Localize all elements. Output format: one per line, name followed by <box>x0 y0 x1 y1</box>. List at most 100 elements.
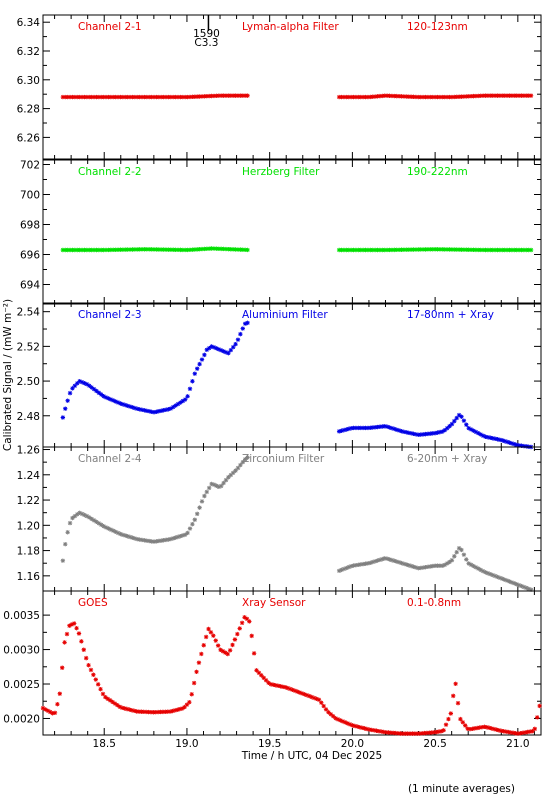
panel-1-data-point <box>339 94 344 100</box>
panel-1-data-point <box>175 94 181 100</box>
panel-5-data-point <box>292 688 298 693</box>
panel-5-data-point <box>196 660 202 665</box>
panel-3-data-point <box>452 418 457 424</box>
panel-4-data-point <box>139 537 145 543</box>
panel-1-data-point <box>118 94 123 100</box>
panel-5-data-point <box>71 621 77 626</box>
panel-5-ytick-label: 0.0020 <box>3 713 40 725</box>
panel-4-data-point <box>135 536 140 542</box>
panel-2-band: 190-222nm <box>407 166 468 178</box>
panel-3-data-point <box>65 398 70 403</box>
panel-2-data-point <box>468 247 474 252</box>
panel-1-data-point <box>456 94 462 99</box>
panel-1-ytick-label: 6.34 <box>17 17 41 29</box>
panel-1-data-point <box>404 94 409 99</box>
panel-2-data-point <box>218 246 224 252</box>
panel-3-data-point <box>214 346 219 351</box>
panel-3-data-point <box>387 425 392 430</box>
panel-2-data-point <box>516 247 522 253</box>
yaxis-title: Calibrated Signal / (mW m⁻²) <box>2 299 14 451</box>
panel-1-data-point <box>416 94 421 100</box>
panel-2-data-point <box>159 247 164 252</box>
panel-3-data-point <box>245 320 250 326</box>
panel-1-data-point <box>233 93 238 98</box>
panel-3-data-point <box>89 385 94 390</box>
panel-4-data-point <box>65 530 70 535</box>
panel-1-ytick-label: 6.32 <box>17 46 40 58</box>
panel-2-data-point <box>147 247 152 252</box>
panel-5-data-point <box>347 722 353 727</box>
panel-5-data-point <box>405 731 410 736</box>
panel-2-data-point <box>435 247 440 252</box>
panel-1-data-point <box>449 94 455 100</box>
panel-5-data-point <box>407 731 413 736</box>
panel-4-data-point <box>245 455 250 460</box>
panel-1-data-point <box>142 94 147 100</box>
panel-5-data-point <box>470 726 475 731</box>
panel-2-data-point <box>240 247 245 252</box>
panel-5-data-point <box>458 716 463 722</box>
panel-2-data-point <box>456 247 462 252</box>
panel-1-data-point <box>192 94 197 99</box>
panel-2-data-point <box>185 247 190 253</box>
panel-1-data-point <box>473 93 479 99</box>
panel-1-data-point <box>377 93 383 99</box>
panel-3-data-point <box>490 436 495 441</box>
panel-5-data-point <box>302 692 307 697</box>
panel-4-data-point <box>199 499 205 504</box>
xtick-label: 18.5 <box>93 738 116 750</box>
panel-1-data-point <box>411 94 416 100</box>
panel-4-data-point <box>142 538 147 543</box>
panel-4-data-point <box>137 537 142 542</box>
panel-2-data-point <box>380 247 385 253</box>
panel-5-data-point <box>489 726 494 731</box>
panel-5-data-point <box>256 670 262 676</box>
panel-2-data-point <box>163 247 169 252</box>
panel-3-data-point <box>60 415 66 420</box>
panel-2-data-point <box>346 247 351 253</box>
panel-4-data-point <box>411 564 416 569</box>
panel-4-data-point <box>197 505 202 510</box>
panel-4-data-point <box>418 565 423 571</box>
panel-5-data-point <box>215 643 221 648</box>
panel-3-data-point <box>242 321 248 326</box>
panel-4-data-point <box>130 535 135 540</box>
panel-3-data-point <box>161 408 166 413</box>
panel-4-data-point <box>406 563 411 568</box>
panel-2-ytick-label: 698 <box>20 220 40 232</box>
panel-4-data-point <box>118 531 123 537</box>
panel-1-data-point <box>199 94 205 99</box>
panel-3-data-point <box>509 441 515 446</box>
panel-1-data-point <box>163 94 169 100</box>
panel-4-data-point <box>161 538 166 543</box>
panel-5-data-point <box>203 634 209 640</box>
panel-5-data-point <box>115 702 120 708</box>
panel-1-data-point <box>111 94 116 100</box>
panel-1-data-point <box>63 94 68 100</box>
panel-2-data-point <box>137 247 142 252</box>
panel-2-data-point <box>96 247 102 253</box>
panel-4-data-point <box>365 561 371 566</box>
panel-1-data-point <box>495 93 500 98</box>
panel-3-data-point <box>151 410 157 415</box>
panel-4-data-point <box>346 564 351 570</box>
panel-4-data-point <box>360 561 366 567</box>
panel-3-data-point <box>178 400 183 405</box>
panel-5-data-point <box>237 626 242 631</box>
panel-5-data-point <box>467 726 473 732</box>
panel-1-data-point <box>471 93 476 99</box>
panel-3-data-point <box>399 429 404 434</box>
panel-5-data-point <box>487 725 492 731</box>
panel-3-data-point <box>218 348 224 353</box>
panel-2-data-point <box>238 247 243 252</box>
panel-1-data-point <box>488 93 493 98</box>
panel-3-data-point <box>94 388 99 394</box>
panel-5-data-point <box>191 680 197 686</box>
panel-2-data-point <box>216 246 221 251</box>
panel-4-data-point <box>488 571 493 577</box>
panel-3-data-point <box>356 425 361 431</box>
panel-1-data-point <box>77 94 82 100</box>
panel-5-data-point <box>119 705 125 710</box>
panel-5-data-point <box>249 633 254 639</box>
panel-5-data-point <box>151 710 156 715</box>
